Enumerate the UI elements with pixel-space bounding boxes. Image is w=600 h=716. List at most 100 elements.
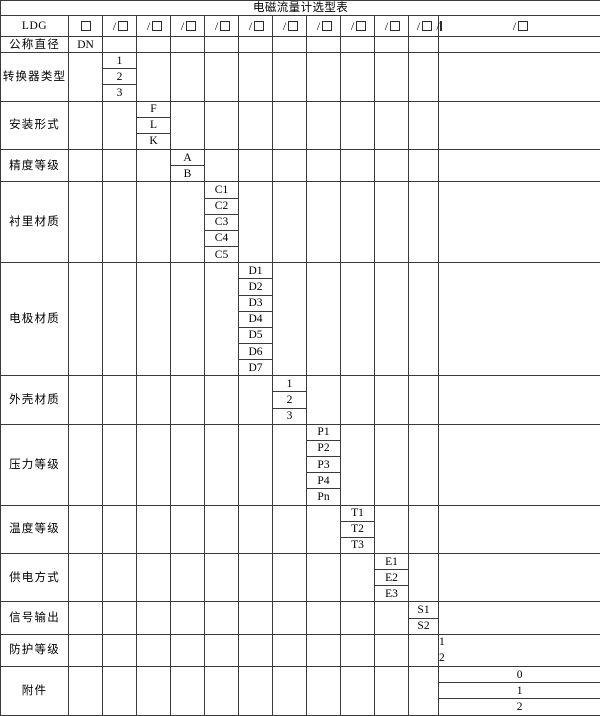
option-code[interactable]: 1 [102, 52, 137, 70]
empty-cell [340, 262, 375, 377]
option-code[interactable]: DN [68, 35, 103, 54]
option-code[interactable]: 2 [102, 68, 137, 86]
option-code[interactable]: S2 [408, 617, 439, 635]
order-code-box-10[interactable]: / [408, 15, 439, 37]
option-code[interactable]: 1 [437, 682, 600, 700]
option-code[interactable]: P2 [306, 439, 341, 458]
table-row: 供电方式E1220VAC [0, 552, 600, 603]
empty-cell [340, 552, 375, 603]
option-code[interactable]: P4 [306, 472, 341, 490]
empty-cell [408, 375, 439, 425]
order-code-box-12[interactable]: / [437, 15, 600, 37]
order-code-box-0[interactable] [68, 15, 103, 37]
option-code[interactable]: 2 [272, 391, 307, 409]
option-code[interactable]: E3 [374, 585, 409, 603]
row-label-7: 压力等级 [0, 423, 69, 506]
option-code[interactable]: D4 [238, 310, 273, 328]
code-checkbox[interactable] [439, 21, 442, 31]
code-checkbox[interactable] [355, 21, 366, 31]
empty-cell [374, 375, 409, 425]
option-code[interactable]: K [136, 132, 171, 151]
option-code[interactable]: C3 [204, 213, 239, 231]
table-row: 转换器类型1一体式 [0, 52, 600, 102]
option-code[interactable]: C5 [204, 246, 239, 264]
table-row: 压力等级P14.0MPa（DN10~150） [0, 423, 600, 506]
row-label-5: 电极材质 [0, 262, 69, 377]
empty-cell [272, 181, 307, 264]
order-code-box-5[interactable]: / [238, 15, 273, 37]
option-code[interactable]: A [170, 149, 205, 167]
order-code-box-8[interactable]: / [340, 15, 375, 37]
option-code[interactable]: T3 [340, 536, 375, 555]
option-code[interactable]: D2 [238, 278, 273, 296]
empty-cell [272, 100, 307, 151]
order-code-box-2[interactable]: / [136, 15, 171, 37]
empty-cell [204, 504, 239, 555]
option-code[interactable]: 3 [102, 84, 137, 102]
option-code[interactable]: S1 [408, 601, 439, 619]
option-code[interactable]: C2 [204, 197, 239, 215]
option-code[interactable]: D1 [238, 262, 273, 280]
empty-cell [272, 423, 307, 506]
option-code[interactable]: E2 [374, 569, 409, 587]
empty-cell [170, 35, 205, 54]
code-checkbox[interactable] [389, 21, 400, 31]
empty-cell [437, 552, 600, 603]
empty-cell [136, 262, 171, 377]
row-label-6: 外壳材质 [0, 375, 69, 425]
table-row: P21.6MPa（DN15~150） [1, 439, 600, 458]
code-checkbox[interactable] [253, 21, 264, 31]
empty-cell [340, 100, 375, 151]
code-checkbox[interactable] [321, 21, 332, 31]
table-row: D2钛合金 [1, 278, 600, 296]
code-checkbox[interactable] [287, 21, 298, 31]
code-checkbox[interactable] [517, 21, 528, 31]
option-code[interactable]: C4 [204, 229, 239, 248]
option-code[interactable]: 1 [272, 375, 307, 393]
table-row: 衬里材质C1氯丁橡胶（CR） [0, 181, 600, 264]
empty-cell [204, 423, 239, 506]
empty-cell [340, 633, 375, 668]
option-code[interactable]: D5 [238, 326, 273, 344]
option-code[interactable]: C1 [204, 181, 239, 199]
order-code-box-1[interactable]: / [102, 15, 137, 37]
option-code[interactable]: D7 [238, 359, 273, 377]
empty-cell [408, 181, 439, 264]
order-code-box-3[interactable]: / [170, 15, 205, 37]
empty-cell [374, 149, 409, 183]
option-code[interactable]: 2 [437, 698, 600, 716]
empty-cell [102, 35, 137, 54]
option-code[interactable]: P1 [306, 423, 341, 441]
option-code[interactable]: P3 [306, 456, 341, 474]
empty-cell [306, 149, 341, 183]
code-checkbox[interactable] [151, 21, 162, 31]
option-code[interactable]: T2 [340, 520, 375, 538]
option-code[interactable]: 0 [437, 666, 600, 684]
code-checkbox[interactable] [219, 21, 230, 31]
order-code-box-6[interactable]: / [272, 15, 307, 37]
code-checkbox[interactable] [117, 21, 128, 31]
empty-cell [238, 149, 273, 183]
option-code[interactable]: B [170, 165, 205, 183]
option-code[interactable]: T1 [340, 504, 375, 522]
table-row: 2刮刀电极 [1, 698, 600, 716]
option-code[interactable]: L [136, 116, 171, 134]
empty-cell [306, 35, 341, 54]
option-code[interactable]: F [136, 100, 171, 118]
option-code[interactable]: Pn [306, 488, 341, 506]
order-code-box-9[interactable]: / [374, 15, 409, 37]
table-row: 信号输出S14-20mA+RS485（标配） [0, 601, 600, 635]
order-code-box-7[interactable]: / [306, 15, 341, 37]
option-code[interactable]: D3 [238, 294, 273, 312]
table-row: B1.0级 [1, 165, 600, 183]
empty-cell [136, 375, 171, 425]
code-checkbox[interactable] [80, 21, 91, 31]
option-code[interactable]: 3 [272, 407, 307, 425]
code-checkbox[interactable] [185, 21, 196, 31]
option-code[interactable]: D6 [238, 342, 273, 361]
code-checkbox[interactable] [421, 21, 432, 31]
table-row: 精度等级A0.5级 [0, 149, 600, 183]
option-code[interactable]: E1 [374, 552, 409, 571]
row-label-12: 附件 [0, 666, 69, 716]
order-code-box-4[interactable]: / [204, 15, 239, 37]
